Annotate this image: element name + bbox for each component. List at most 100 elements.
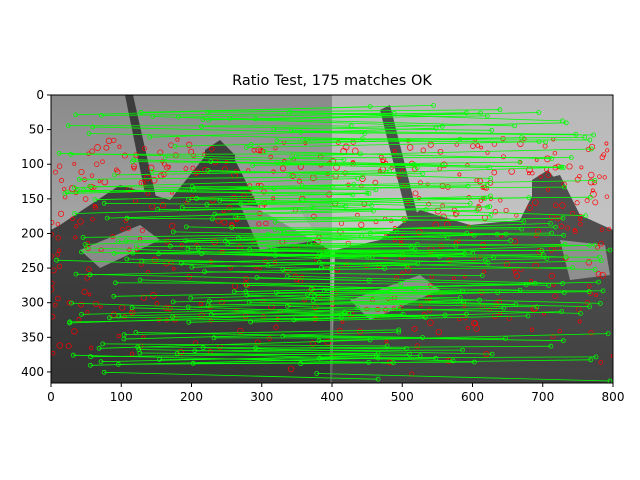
matched-keypoint-right [546, 282, 551, 288]
keypoint-marker [273, 146, 278, 151]
matched-keypoint-left [69, 300, 74, 306]
matched-keypoint-left [170, 229, 176, 235]
keypoint-marker [414, 343, 421, 349]
matched-keypoint-left [253, 116, 258, 122]
keypoint-marker [453, 212, 459, 218]
keypoint-marker [602, 175, 607, 180]
matched-keypoint-right [587, 137, 593, 143]
keypoint-marker [51, 313, 56, 320]
match-line [287, 275, 563, 284]
matched-keypoint-right [561, 165, 566, 170]
matched-keypoint-left [156, 251, 161, 257]
matched-keypoint-left [99, 113, 104, 118]
match-line [309, 243, 590, 246]
matched-keypoint-right [544, 256, 550, 262]
keypoint-marker [87, 292, 92, 297]
keypoint-marker [513, 270, 518, 276]
keypoint-marker [561, 181, 567, 187]
x-axis: 0 100 200 300 400 500 600 700 800 [47, 383, 624, 404]
matched-keypoint-left [81, 187, 86, 193]
keypoint-marker [584, 299, 590, 306]
keypoint-marker [59, 178, 64, 183]
matched-keypoint-right [497, 107, 503, 113]
keypoint-marker [584, 198, 590, 204]
keypoint-marker [72, 161, 77, 166]
matched-keypoint-left [265, 262, 271, 268]
keypoint-marker [105, 137, 113, 145]
matched-keypoint-left [65, 123, 71, 129]
keypoint-marker [139, 227, 145, 234]
match-line [92, 126, 365, 134]
matched-keypoint-right [536, 139, 542, 145]
matched-keypoint-right [561, 290, 567, 295]
keypoint-marker [396, 174, 401, 179]
matched-keypoint-left [274, 138, 280, 144]
keypoint-marker [437, 148, 444, 155]
keypoint-marker [74, 224, 79, 229]
keypoint-marker [122, 314, 128, 320]
keypoint-marker [356, 328, 363, 335]
keypoint-marker [144, 174, 151, 182]
matched-keypoint-right [487, 193, 493, 199]
matched-keypoint-right [578, 310, 583, 316]
match-line [83, 189, 353, 196]
keypoint-marker [589, 143, 596, 150]
match-line [140, 279, 415, 290]
matched-keypoint-right [355, 176, 361, 181]
keypoint-marker [578, 217, 583, 222]
matched-keypoint-right [548, 343, 554, 349]
keypoint-marker [534, 228, 542, 235]
keypoint-marker [473, 325, 480, 332]
keypoint-marker [51, 231, 55, 237]
matched-keypoint-left [243, 145, 249, 150]
keypoint-marker [51, 267, 57, 274]
keypoint-marker [55, 295, 61, 302]
match-line [219, 200, 488, 208]
matched-keypoint-right [420, 335, 426, 340]
x-tick-label: 500 [391, 390, 414, 404]
match-line [99, 339, 371, 349]
matched-keypoint-left [86, 131, 92, 136]
match-line [135, 332, 423, 338]
matched-keypoint-right [560, 338, 566, 344]
x-tick-label: 600 [461, 390, 484, 404]
matched-keypoint-right [485, 260, 491, 266]
y-tick-label: 350 [21, 330, 44, 344]
matched-keypoint-left [307, 240, 312, 246]
matched-keypoint-right [367, 337, 373, 343]
match-line [165, 157, 443, 166]
keypoint-marker [526, 204, 533, 211]
matched-keypoint-right [560, 215, 566, 221]
keypoint-marker [475, 143, 480, 148]
keypoint-marker [92, 185, 97, 190]
keypoint-marker [558, 223, 565, 229]
matched-keypoint-right [474, 208, 480, 214]
match-line [311, 206, 586, 217]
matched-keypoint-left [137, 277, 143, 283]
keypoint-marker [78, 301, 84, 308]
matched-keypoint-right [459, 288, 465, 294]
match-line [188, 199, 471, 204]
matched-keypoint-left [273, 289, 279, 295]
matched-keypoint-left [202, 269, 208, 275]
match-line [206, 195, 491, 205]
keypoint-marker [215, 217, 222, 224]
matched-keypoint-right [543, 139, 548, 145]
matched-keypoint-right [549, 156, 554, 162]
keypoint-marker [289, 173, 296, 179]
matched-keypoint-right [503, 335, 508, 341]
matched-keypoint-right [396, 329, 402, 335]
matched-keypoint-right [422, 314, 428, 320]
matched-keypoint-left [189, 264, 195, 270]
keypoint-marker [268, 154, 274, 160]
keypoint-marker [257, 265, 262, 271]
keypoint-marker [426, 201, 432, 207]
match-line [235, 216, 524, 223]
match-line [59, 152, 344, 160]
keypoint-marker [114, 167, 119, 173]
keypoint-marker [427, 141, 434, 148]
matched-keypoint-left [200, 345, 206, 351]
keypoint-marker [548, 246, 555, 253]
keypoint-marker [400, 271, 405, 276]
matched-image-pair [51, 95, 613, 383]
